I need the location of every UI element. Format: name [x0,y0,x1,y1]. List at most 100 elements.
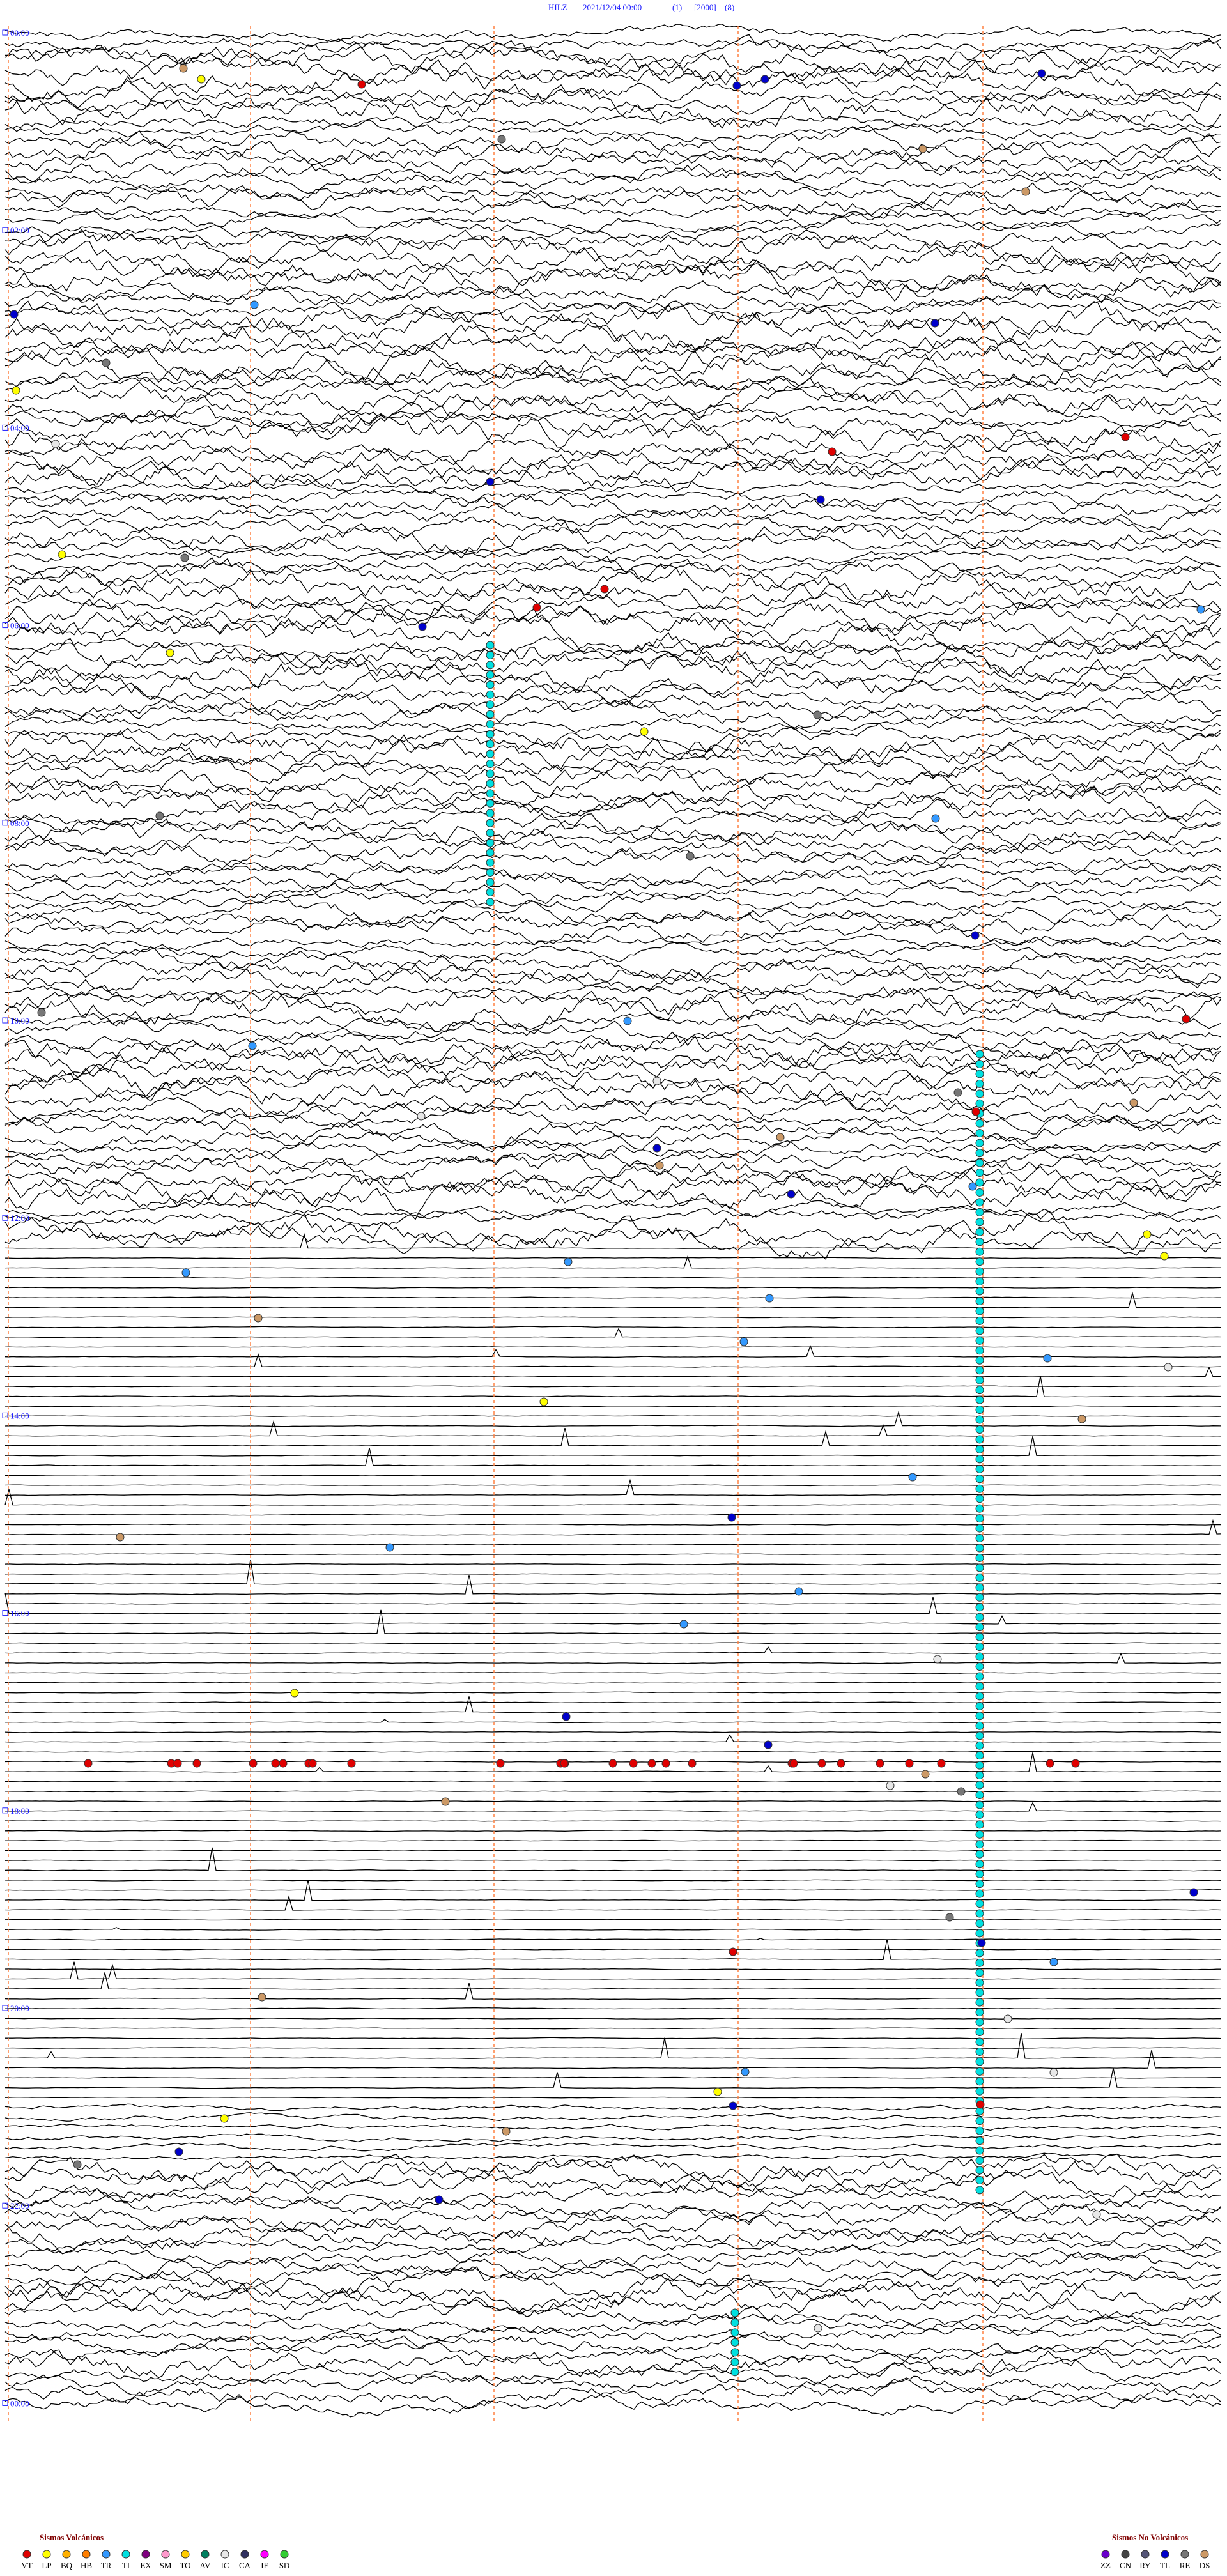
event [975,2175,984,2184]
event [975,1632,984,1641]
event [713,2087,722,2096]
event [975,2117,984,2126]
param: (8) [725,3,734,12]
trace [4,1198,1221,1220]
hour-marker [2,1215,8,1221]
event [975,2047,984,2056]
legend: Sismos Volcánicos Sismos No Volcánicos V… [21,2533,1210,2570]
event [905,1759,914,1768]
event [539,1397,548,1406]
event [486,730,495,739]
legend-code: SM [160,2561,172,2570]
trace [4,1927,1221,1931]
event [1021,187,1030,196]
time-label: 06:00 [10,621,29,631]
event [248,1041,257,1050]
event [975,1138,984,1147]
event [975,1287,984,1296]
event [975,1583,984,1592]
event [975,1149,984,1158]
event [497,135,506,144]
event [486,848,495,857]
event [197,75,206,84]
trace [4,1701,1221,1704]
event [975,1079,984,1088]
trace [4,2169,1221,2200]
event [730,2308,739,2317]
event [679,1620,688,1629]
trace [4,58,1221,112]
event [1049,2068,1058,2077]
event [73,2160,82,2169]
hour-marker [2,29,8,36]
event [496,1759,505,1768]
trace [4,1544,1221,1545]
trace [4,1972,1221,1990]
trace [4,753,1221,779]
trace [4,2191,1221,2219]
event [975,1958,984,1967]
time-label: 10:00 [10,1016,29,1025]
legend-code: LP [42,2561,51,2570]
trace [4,785,1221,824]
event [975,1346,984,1355]
event [727,1513,736,1522]
legend-code: RE [1180,2561,1191,2570]
event [975,1494,984,1503]
time-label: 20:00 [10,2004,29,2013]
legend-code: TL [1160,2561,1170,2570]
trace [4,40,1221,75]
trace [4,1573,1221,1575]
event [975,1366,984,1375]
trace [4,2050,1221,2069]
event [975,1869,984,1878]
event [876,1759,884,1768]
event [1189,1888,1198,1897]
event [486,799,495,808]
event [975,1524,984,1533]
event [828,447,837,456]
event [975,1998,984,2007]
event [975,1218,984,1227]
event [975,1909,984,1918]
event [975,2186,984,2195]
trace [4,241,1221,291]
legend-code: TR [101,2561,112,2570]
legend-swatch [141,2550,150,2559]
event [975,1326,984,1335]
trace [4,2067,1221,2089]
trace [4,247,1221,277]
trace [4,2342,1221,2365]
event [937,1759,946,1768]
trace [4,38,1221,53]
trace [4,1682,1221,1684]
event [975,2028,984,2037]
trace [4,1326,1221,1328]
event [977,1938,986,1947]
minute-dividers [8,26,984,2421]
event [357,80,366,89]
event [58,550,66,559]
trace [4,2007,1221,2010]
legend-swatch [280,2550,289,2559]
trace [4,300,1221,341]
event [975,1297,984,1305]
event [308,1759,317,1768]
trace [4,604,1221,645]
event [730,2318,739,2327]
event [975,2146,984,2155]
trace [4,908,1221,935]
trace [4,898,1221,928]
event [975,1652,984,1661]
trace [4,652,1221,685]
trace [4,480,1221,494]
trace [4,211,1221,233]
event [1160,1252,1169,1261]
trace [4,1691,1221,1694]
event [971,931,980,940]
trace [4,1895,1221,1911]
event [975,1267,984,1276]
trace [4,1839,1221,1842]
legend-code: TI [122,2561,130,2570]
event [975,2057,984,2066]
